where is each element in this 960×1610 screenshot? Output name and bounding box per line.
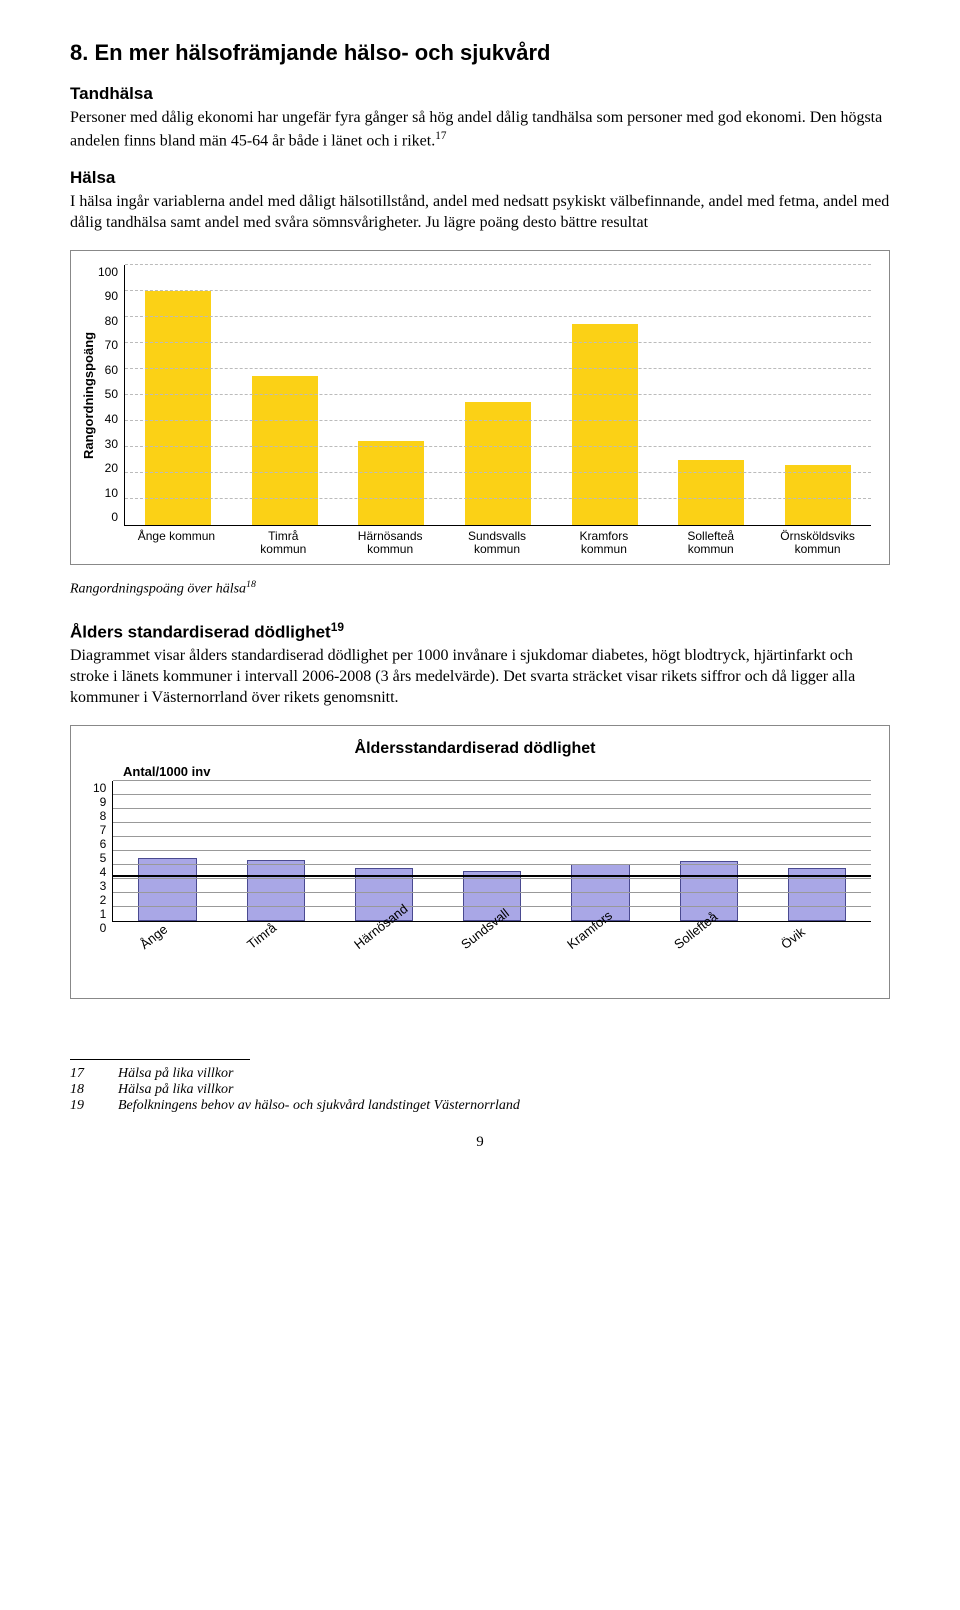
chart-rangordning: Rangordningspoäng 1009080706050403020100…: [70, 250, 890, 565]
chart1-bar: [252, 376, 318, 524]
paragraph-halsa: I hälsa ingår variablerna andel med dåli…: [70, 192, 890, 234]
footnote-ref-18: 18: [246, 579, 256, 590]
chart1-y-label: Rangordningspoäng: [79, 265, 98, 526]
footnote-19: 19 Befolkningens behov av hälso- och sju…: [70, 1098, 890, 1114]
subheading-halsa: Hälsa: [70, 168, 890, 188]
footnote-rule: [70, 1059, 250, 1060]
section-title: 8. En mer hälsofrämjande hälso- och sjuk…: [70, 40, 890, 66]
page-number: 9: [70, 1134, 890, 1151]
chart2-x-labels: ÅngeTimråHärnösandSundsvallKramforsSolle…: [123, 922, 871, 990]
chart1-plot: [124, 265, 871, 526]
chart-dodlighet: Åldersstandardiserad dödlighet Antal/100…: [70, 725, 890, 999]
chart1-bar: [465, 402, 531, 524]
subheading-tandhalsa: Tandhälsa: [70, 84, 890, 104]
paragraph-tandhalsa: Personer med dålig ekonomi har ungefär f…: [70, 108, 890, 152]
chart2-y-ticks: 109876543210: [93, 781, 112, 921]
footnote-17: 17 Hälsa på lika villkor: [70, 1066, 890, 1082]
chart1-bar: [145, 291, 211, 525]
chart1-bar: [572, 324, 638, 524]
para1-text: Personer med dålig ekonomi har ungefär f…: [70, 109, 882, 149]
chart2-title: Åldersstandardiserad dödlighet: [79, 740, 871, 758]
chart1-bar: [785, 465, 851, 525]
paragraph-dodlighet: Diagrammet visar ålders standardiserad d…: [70, 646, 890, 708]
chart1-caption: Rangordningspoäng över hälsa18: [70, 579, 890, 598]
footnotes: 17 Hälsa på lika villkor 18 Hälsa på lik…: [70, 1059, 890, 1114]
footnote-18: 18 Hälsa på lika villkor: [70, 1082, 890, 1098]
chart1-y-ticks: 1009080706050403020100: [98, 265, 124, 525]
footnote-ref-19: 19: [331, 620, 344, 634]
chart1-bar: [678, 460, 744, 525]
chart1-x-labels: Ånge kommunTimråkommunHärnösandskommunSu…: [123, 526, 871, 556]
chart1-bar: [358, 441, 424, 524]
footnote-ref-17: 17: [435, 130, 446, 142]
chart2-sub-label: Antal/1000 inv: [123, 764, 871, 779]
subheading-dodlighet: Ålders standardiserad dödlighet19: [70, 620, 890, 643]
